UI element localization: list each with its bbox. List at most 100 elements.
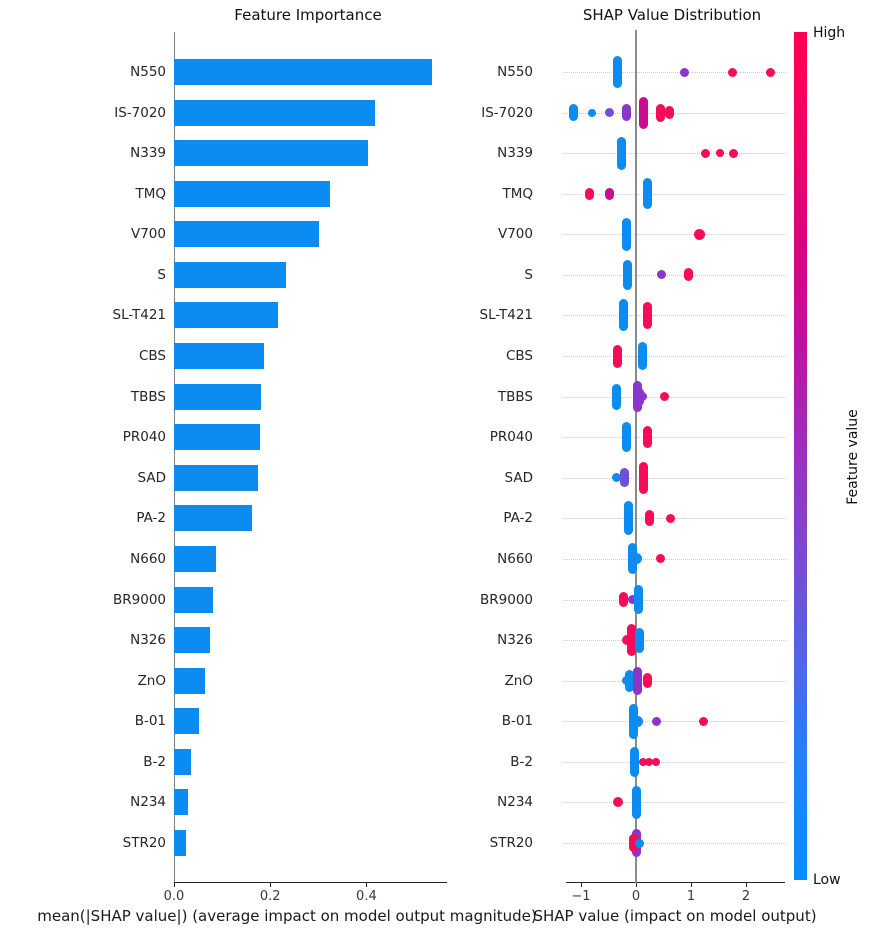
swarm-point bbox=[643, 673, 653, 689]
swarm-point bbox=[628, 834, 638, 853]
x-tick bbox=[691, 883, 692, 887]
swarm-point bbox=[698, 716, 708, 726]
row-gridline bbox=[563, 802, 786, 804]
importance-bar bbox=[174, 789, 188, 816]
swarm-point bbox=[627, 595, 637, 605]
swarm-point bbox=[716, 149, 725, 158]
row-gridline bbox=[563, 640, 786, 642]
importance-bar bbox=[174, 586, 213, 613]
swarm-point bbox=[638, 461, 648, 494]
feature-label: SAD bbox=[137, 469, 166, 486]
left-x-axis-label: mean(|SHAP value|) (average impact on mo… bbox=[37, 907, 537, 925]
row-gridline bbox=[563, 396, 786, 398]
right-x-axis-spine bbox=[566, 882, 785, 883]
swarm-point bbox=[635, 627, 645, 653]
row-gridline bbox=[563, 558, 786, 560]
importance-bar bbox=[174, 545, 216, 572]
row-gridline bbox=[563, 193, 786, 195]
swarm-point bbox=[617, 136, 627, 170]
swarm-point bbox=[632, 715, 644, 727]
swarm-point bbox=[632, 666, 642, 695]
importance-bar bbox=[174, 261, 286, 288]
feature-label: N326 bbox=[130, 632, 166, 649]
swarm-point bbox=[604, 187, 614, 200]
importance-bar bbox=[174, 505, 252, 532]
x-tick-label: 0.4 bbox=[356, 889, 377, 904]
row-gridline bbox=[563, 599, 786, 601]
x-tick bbox=[366, 883, 368, 887]
feature-label: TBBS bbox=[130, 388, 166, 405]
swarm-point bbox=[639, 96, 649, 129]
left-plot-title: Feature Importance bbox=[234, 6, 382, 24]
swarm-point bbox=[604, 108, 614, 118]
swarm-point bbox=[728, 67, 738, 77]
importance-bar bbox=[174, 830, 187, 857]
swarm-point bbox=[612, 473, 622, 483]
swarm-point bbox=[766, 67, 776, 77]
x-tick bbox=[581, 883, 582, 887]
feature-label: V700 bbox=[130, 226, 166, 243]
swarm-point bbox=[660, 392, 670, 402]
swarm-point bbox=[634, 838, 644, 848]
x-tick bbox=[270, 883, 272, 887]
x-tick-label: −1 bbox=[571, 889, 591, 904]
row-gridline bbox=[563, 153, 786, 155]
swarm-point bbox=[642, 426, 652, 449]
importance-bar bbox=[174, 140, 369, 167]
feature-label: STR20 bbox=[489, 835, 533, 852]
x-tick-label: 0.0 bbox=[163, 889, 185, 904]
feature-label: BR9000 bbox=[480, 591, 533, 608]
x-tick bbox=[636, 883, 637, 887]
feature-label: PR040 bbox=[489, 429, 533, 446]
feature-label: CBS bbox=[138, 348, 166, 365]
swarm-point bbox=[622, 635, 633, 646]
swarm-point bbox=[637, 392, 647, 402]
importance-bar bbox=[174, 708, 199, 735]
swarm-point bbox=[631, 785, 641, 819]
swarm-point bbox=[619, 299, 629, 332]
feature-value-colorbar bbox=[794, 32, 807, 880]
left-y-axis-spine bbox=[174, 32, 175, 883]
feature-label: ZnO bbox=[504, 672, 533, 689]
feature-label: TMQ bbox=[135, 185, 166, 202]
importance-bar bbox=[174, 59, 433, 85]
left-x-axis-spine bbox=[174, 882, 447, 883]
row-gridline bbox=[563, 437, 786, 439]
feature-label: ZnO bbox=[137, 672, 166, 689]
feature-label: STR20 bbox=[122, 835, 166, 852]
row-gridline bbox=[563, 315, 786, 317]
swarm-point bbox=[611, 383, 621, 410]
importance-bar bbox=[174, 748, 191, 775]
feature-label: B-01 bbox=[501, 713, 533, 730]
swarm-point bbox=[631, 553, 643, 565]
row-gridline bbox=[563, 274, 786, 276]
swarm-point bbox=[584, 187, 594, 200]
colorbar-axis-label: Feature value bbox=[845, 409, 861, 505]
feature-label: N660 bbox=[130, 550, 166, 567]
feature-label: B-2 bbox=[510, 753, 533, 770]
swarm-point bbox=[629, 746, 639, 777]
importance-bar bbox=[174, 627, 211, 654]
zero-reference-line bbox=[635, 30, 637, 883]
feature-label: S bbox=[157, 266, 166, 283]
colorbar-high-label: High bbox=[813, 25, 846, 41]
swarm-point bbox=[588, 108, 596, 117]
swarm-point bbox=[634, 585, 644, 615]
importance-bar bbox=[174, 667, 205, 694]
feature-label: SL-T421 bbox=[479, 307, 534, 324]
feature-label: N660 bbox=[497, 550, 533, 567]
swarm-point bbox=[619, 468, 629, 488]
swarm-point bbox=[622, 422, 632, 453]
swarm-point bbox=[613, 56, 623, 88]
feature-label: PR040 bbox=[122, 429, 166, 446]
swarm-point bbox=[642, 178, 652, 210]
feature-label: N550 bbox=[497, 64, 533, 80]
importance-bar bbox=[174, 424, 260, 451]
swarm-point bbox=[612, 797, 623, 808]
x-tick bbox=[174, 883, 175, 887]
swarm-point bbox=[643, 301, 653, 329]
swarm-point bbox=[638, 342, 648, 371]
feature-label: N339 bbox=[497, 145, 533, 162]
feature-label: CBS bbox=[505, 348, 533, 365]
